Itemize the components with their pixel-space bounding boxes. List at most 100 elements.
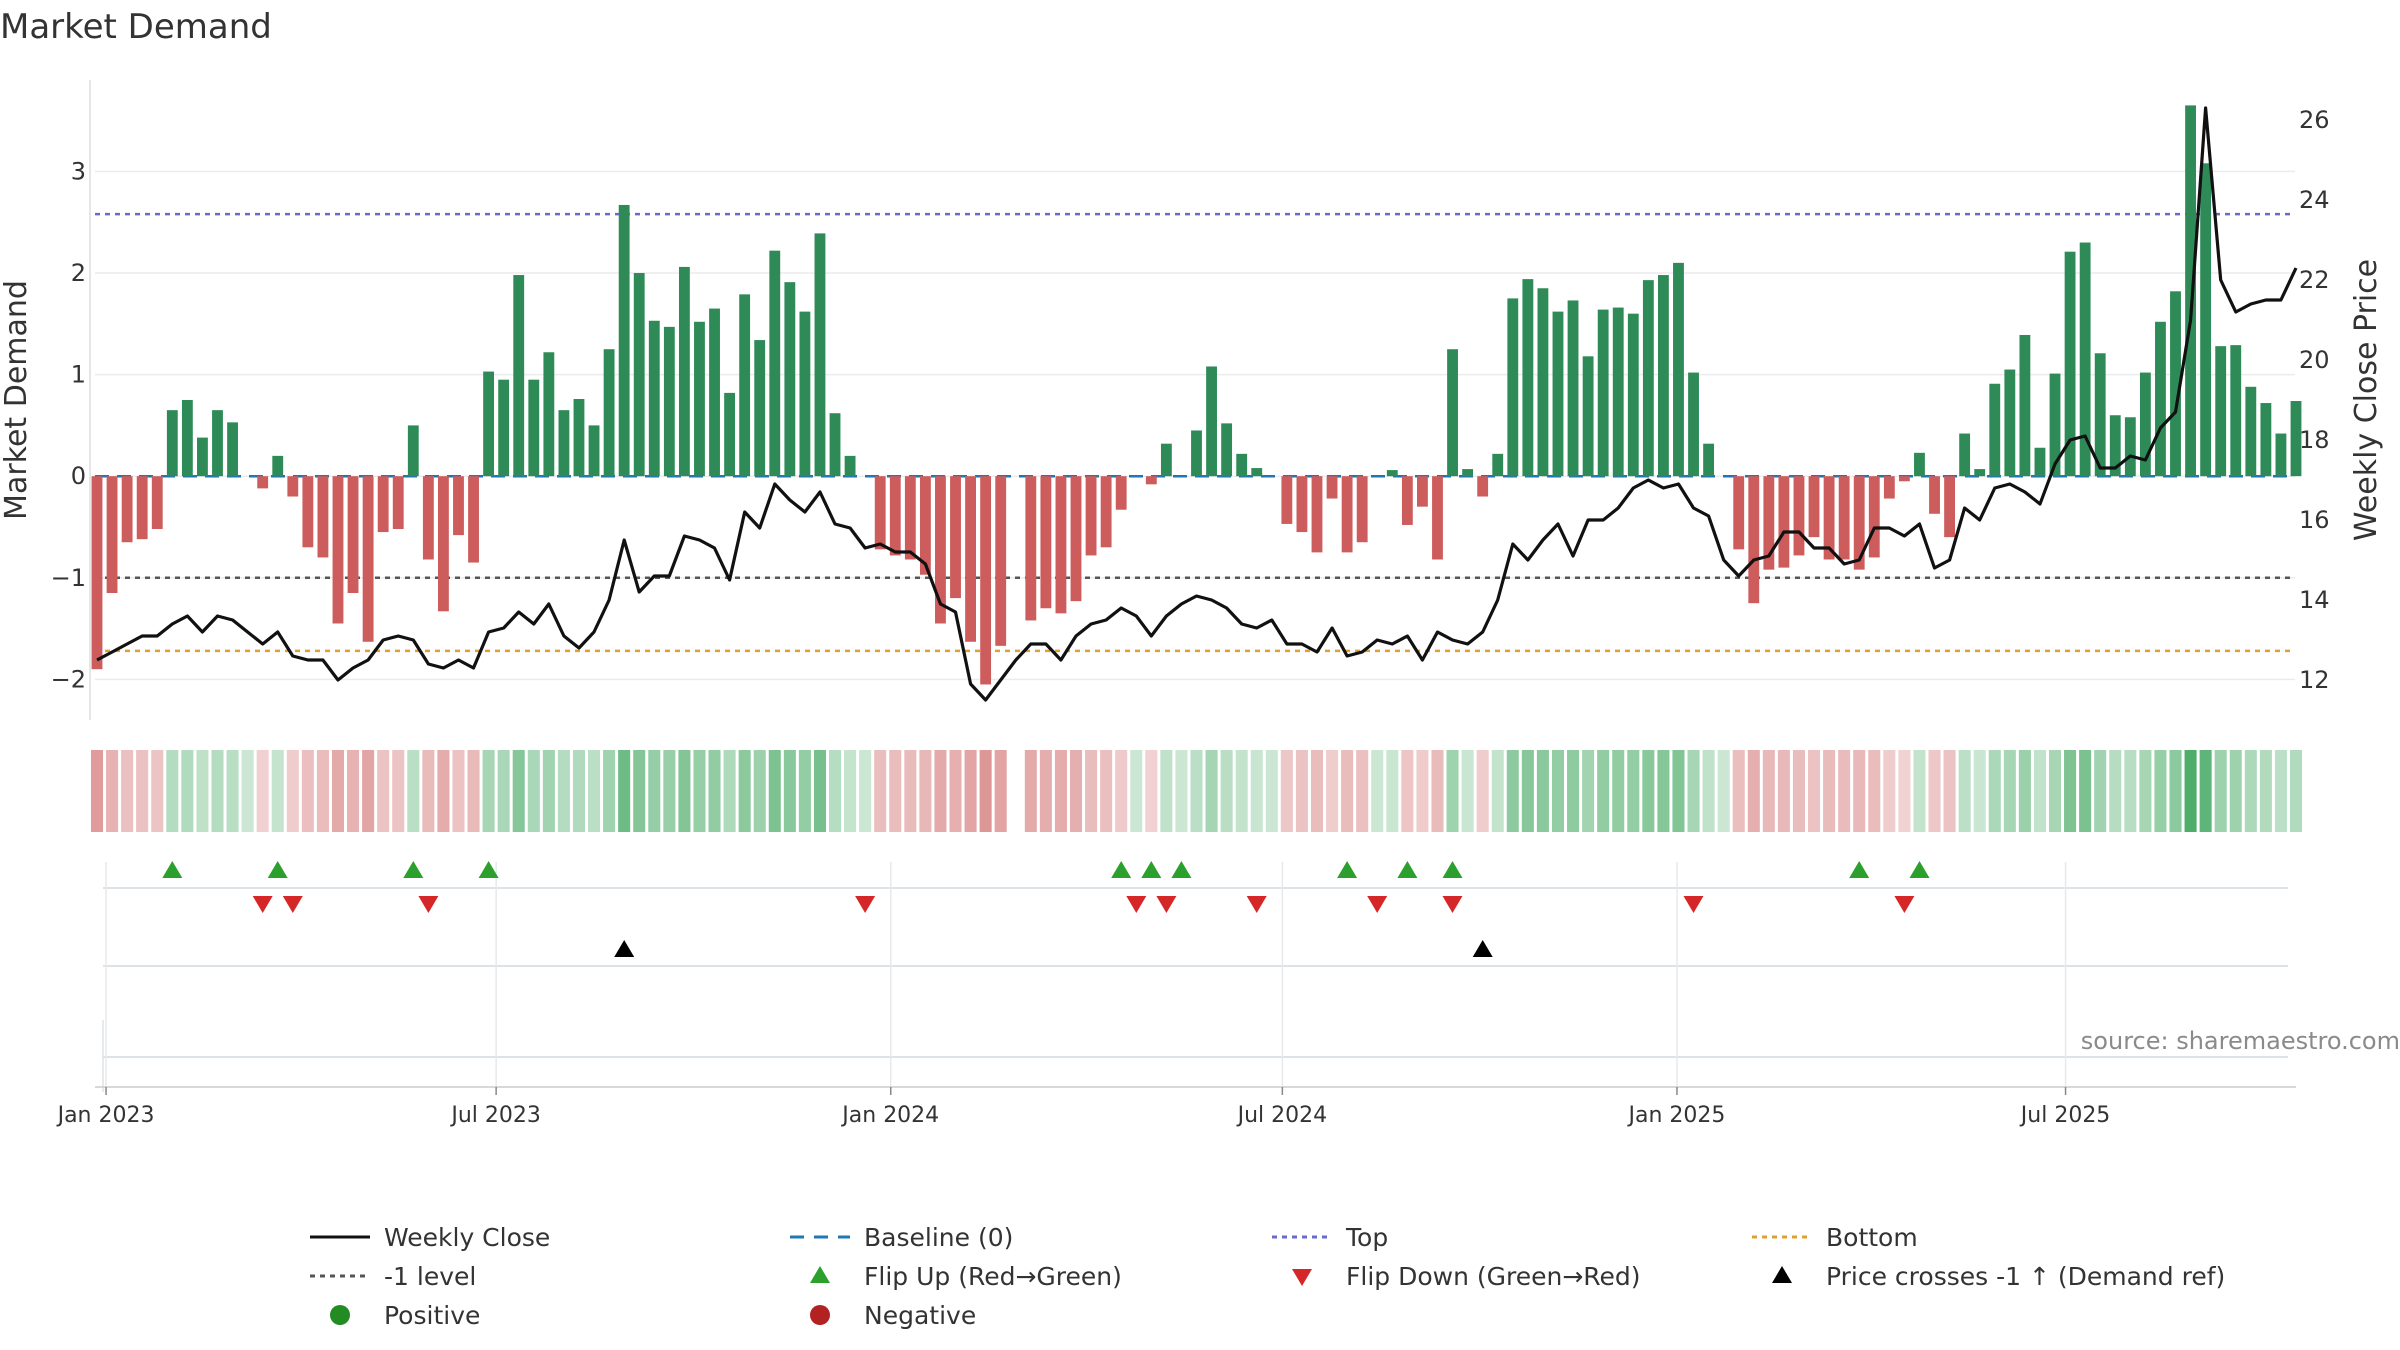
heat-cell [136,750,149,832]
demand-bar-negative [1838,476,1850,560]
demand-bar-negative [1778,476,1790,568]
heat-cell [1416,750,1429,832]
heat-cell [2214,750,2227,832]
heat-cell [1702,750,1715,832]
demand-bar-positive [1221,423,1233,477]
heat-cell [1762,750,1775,832]
demand-bar-negative [1883,476,1895,499]
heat-cell [211,750,224,832]
demand-bar-negative [980,476,992,685]
flip-up-marker [478,861,499,878]
heat-cell [437,750,450,832]
legend-label-top: Top [1345,1223,1388,1252]
heat-cell [618,750,631,832]
left-tick-label: 1 [71,361,86,389]
demand-bar-positive [166,410,178,477]
heat-cell [1973,750,1986,832]
legend-label-cross: Price crosses -1 ↑ (Demand ref) [1826,1262,2225,1291]
heat-cell [1100,750,1113,832]
demand-bar-negative [1733,476,1745,550]
heat-cell [934,750,947,832]
legend-label-negative: Negative [864,1301,976,1330]
heat-cell [2154,750,2167,832]
demand-bar-negative [1432,476,1443,560]
demand-bar-negative [287,476,299,497]
heat-cell [1205,750,1218,832]
heat-cell [90,750,104,832]
flip-down-marker [1126,896,1147,913]
heat-cell [1777,750,1790,832]
heat-cell [1326,750,1339,832]
heat-cell [723,750,736,832]
heat-cell [1536,750,1549,832]
left-tick-label: −2 [51,665,86,693]
heat-cell [2079,750,2092,832]
demand-bar-positive [543,352,555,477]
demand-bar-negative [1898,476,1910,482]
heat-cell [1551,750,1565,832]
flip-down-marker [1246,896,1267,913]
legend-label-bottom: Bottom [1826,1223,1918,1252]
demand-bar-negative [965,476,976,642]
legend: Weekly Close Baseline (0) Top Bottom -1 leve… [310,1223,2225,1330]
demand-bar-positive [648,320,660,477]
left-axis-label: Market Demand [0,280,34,520]
heat-cell [1612,750,1625,832]
demand-bar-positive [2019,334,2031,477]
demand-bar-negative [468,476,479,563]
heat-cell [422,750,435,832]
heat-cell [1371,750,1384,832]
demand-bars [91,105,2302,685]
heat-cell [1732,750,1745,832]
flip-up-marker [267,861,288,878]
demand-bar-positive [1492,453,1504,477]
demand-bar-positive [2215,346,2227,477]
heat-cell [859,750,872,832]
right-tick-label: 24 [2299,186,2330,214]
demand-bar-positive [1657,275,1669,477]
heat-cell [226,750,239,832]
heat-cell [1054,750,1067,832]
heat-cell [633,750,646,832]
heat-cell [2259,750,2272,832]
demand-bar-positive [1160,443,1172,477]
demand-bar-positive [2260,403,2272,477]
heat-cell [2289,750,2303,832]
right-tick-label: 26 [2299,106,2330,134]
flip-down-marker [1367,896,1388,913]
legend-label-flip-up: Flip Up (Red→Green) [864,1262,1122,1291]
flip-down-marker [1442,896,1463,913]
demand-bar-positive [2034,447,2046,477]
heat-cell [949,750,962,832]
heat-cell [1039,750,1052,832]
demand-bar-positive [1236,453,1248,477]
demand-bar-negative [1853,476,1865,570]
heat-cell [1823,750,1836,832]
heat-cell [1792,750,1805,832]
demand-bar-positive [1673,262,1684,477]
flip-up-marker [1442,861,1463,878]
demand-bar-negative [106,476,118,594]
legend-label-weekly-close: Weekly Close [384,1223,550,1252]
demand-bar-negative [935,476,946,624]
heat-cell [2048,750,2062,832]
demand-bar-negative [995,476,1007,646]
heat-cell [1491,750,1504,832]
heat-cell [964,750,977,832]
heat-cell [1597,750,1610,832]
demand-bar-positive [2170,291,2181,477]
demand-bar-positive [844,455,856,477]
x-tick-label: Jul 2023 [449,1103,541,1128]
legend-swatch-negative [810,1305,830,1325]
demand-bar-positive [1447,349,1458,477]
flip-up-marker [1397,861,1418,878]
demand-bar-positive [799,311,811,477]
heat-cell [889,750,902,832]
right-tick-label: 14 [2299,586,2330,614]
grid-layer [95,170,2295,681]
heat-cell [1220,750,1233,832]
x-tick-label: Jul 2024 [1236,1103,1328,1128]
demand-bar-positive [197,437,208,477]
